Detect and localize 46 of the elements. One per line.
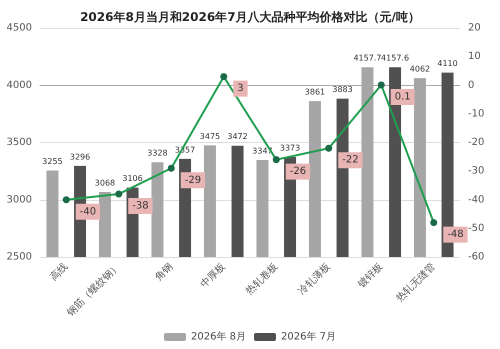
data-label: 4062 — [410, 64, 430, 74]
data-label: -22 — [342, 154, 359, 166]
y2-tick-label: -30 — [468, 166, 484, 177]
data-label: 3296 — [70, 152, 90, 162]
y-tick-label: 4500 — [6, 22, 32, 34]
y2-tick-label: -40 — [468, 194, 484, 206]
data-label: 3 — [237, 83, 244, 94]
data-label: 4110 — [437, 59, 458, 68]
x-tick-label: 热轧卷板 — [243, 260, 280, 298]
y2-tick-label: -50 — [468, 222, 484, 234]
x-tick-label: 中厚板 — [198, 260, 228, 290]
data-label: 3255 — [42, 157, 63, 166]
y2-tick-label: 0 — [468, 80, 474, 91]
y2-tick-label: -20 — [468, 137, 484, 148]
x-tick-label: 角钢 — [152, 260, 176, 284]
data-label: -29 — [184, 174, 202, 186]
y-tick-label: 3500 — [6, 137, 32, 148]
legend-label: 2026年 7月 — [281, 330, 336, 342]
data-label: 0.1 — [394, 91, 411, 102]
y-tick-label: 2500 — [6, 252, 32, 262]
data-label: -48 — [447, 229, 464, 240]
y2-tick-label: 10 — [468, 51, 481, 62]
x-tick-label: 高线 — [48, 260, 70, 284]
data-label: 3068 — [94, 178, 116, 188]
legend-label: 2026年 8月 — [191, 330, 246, 342]
y-tick-label: 4000 — [6, 80, 32, 91]
y2-tick-label: -10 — [468, 108, 484, 120]
y-tick-label: 3000 — [6, 194, 32, 206]
data-label: 3475 — [200, 132, 220, 141]
x-tick-label: 热轧无缝管 — [394, 260, 438, 304]
data-label: 3861 — [304, 88, 326, 97]
data-label: 3328 — [147, 148, 168, 158]
data-label: -38 — [132, 200, 149, 212]
data-label: 3472 — [227, 132, 248, 142]
x-tick-label: 镀锌板 — [354, 260, 386, 291]
y2-tick-label: 20 — [468, 22, 481, 34]
chart-title: 2026年8月当月和2026年7月八大品种平均价格对比（元/吨） — [80, 10, 420, 24]
data-label: 3883 — [332, 85, 353, 94]
data-label: 4157.6 — [381, 54, 410, 63]
x-tick-label: 冷轧薄板 — [296, 260, 333, 298]
y2-tick-label: -60 — [468, 252, 484, 262]
data-label: 3106 — [122, 174, 143, 184]
data-label: 3373 — [280, 144, 300, 153]
data-label: -40 — [80, 206, 96, 218]
data-label: -26 — [290, 166, 306, 178]
data-label: 4157.7 — [353, 54, 382, 63]
